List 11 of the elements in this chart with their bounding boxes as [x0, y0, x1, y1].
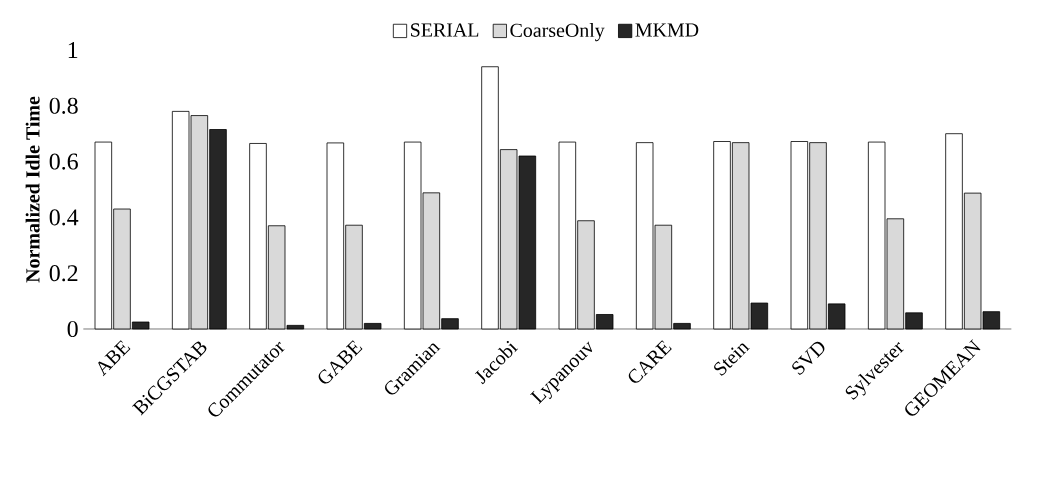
legend-label: CoarseOnly — [510, 23, 605, 42]
legend-label: MKMD — [635, 23, 699, 37]
legend-label: SERIAL — [411, 23, 479, 37]
y-tick-label: 0 — [67, 320, 78, 338]
y-axis-title: Normalized Idle Time — [25, 96, 40, 283]
y-tick-label: 1 — [68, 42, 78, 58]
y-tick-label: 0.4 — [49, 209, 79, 226]
y-tick-label: 0.6 — [49, 153, 78, 170]
x-tick-label: Stein — [714, 343, 750, 376]
y-tick-label: 0.8 — [49, 97, 78, 114]
y-tick-label: 0.2 — [49, 265, 78, 282]
